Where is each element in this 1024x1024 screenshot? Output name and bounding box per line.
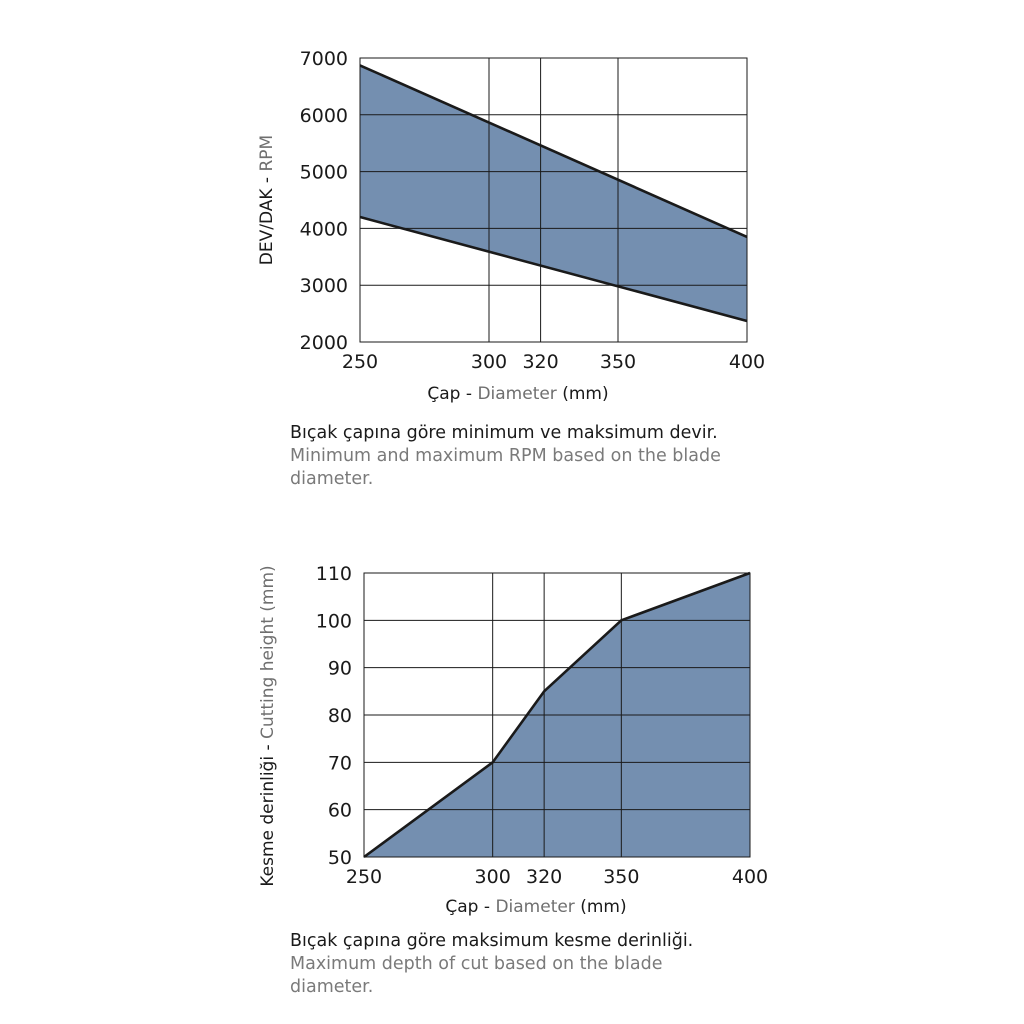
depth-y-tick-label: 50 [328, 847, 352, 869]
rpm-x-tick-label: 400 [729, 351, 765, 373]
depth-y-tick-label: 100 [316, 610, 352, 632]
depth-x-tick-label: 400 [732, 866, 768, 888]
depth-y-tick-label: 60 [328, 800, 352, 822]
depth-caption: Bıçak çapına göre maksimum kesme derinli… [290, 930, 750, 999]
depth-y-tick-label: 70 [328, 752, 352, 774]
rpm-y-tick-label: 7000 [300, 48, 348, 70]
rpm-y-tick-label: 3000 [300, 275, 348, 297]
depth-series-line-1 [363, 571, 751, 859]
depth-y-tick-label: 110 [316, 563, 352, 585]
rpm-x-tick-label: 250 [342, 351, 378, 373]
depth-caption-en: Maximum depth of cut based on the blade … [290, 954, 663, 997]
rpm-x-tick-label: 300 [471, 351, 507, 373]
depth-x-tick-label: 250 [346, 866, 382, 888]
depth-y-tick-label: 90 [328, 658, 352, 680]
depth-plot-frame [363, 572, 751, 858]
depth-x-axis-title: Çap - Diameter (mm) [445, 897, 626, 917]
rpm-x-tick-label: 350 [600, 351, 636, 373]
rpm-x-tick-label: 320 [522, 351, 558, 373]
depth-chart: 50 60 70 80 90 100 110 250 300 320 350 400 Kesme d… [258, 563, 768, 917]
depth-caption-tr: Bıçak çapına göre maksimum kesme derinli… [290, 931, 694, 951]
rpm-y-tick-label: 2000 [300, 332, 348, 354]
depth-y-axis-title: Kesme derinliği - Cutting height (mm) [258, 565, 278, 886]
rpm-y-axis-title: DEV/DAK - RPM [257, 135, 277, 265]
depth-y-tick-label: 80 [328, 705, 352, 727]
rpm-caption-tr: Bıçak çapına göre minimum ve maksimum de… [290, 423, 718, 443]
rpm-caption: Bıçak çapına göre minimum ve maksimum de… [290, 422, 750, 491]
rpm-y-tick-label: 6000 [300, 105, 348, 127]
rpm-area-fill [360, 65, 747, 321]
rpm-plot-frame [359, 57, 748, 343]
rpm-chart: 2000 3000 4000 5000 6000 7000 250 300 320 350 400… [257, 48, 765, 404]
rpm-series-line-1 [359, 64, 748, 239]
depth-x-tick-label: 320 [526, 866, 562, 888]
rpm-caption-en: Minimum and maximum RPM based on the bla… [290, 446, 721, 489]
rpm-y-tick-label: 4000 [300, 218, 348, 240]
depth-x-tick-label: 350 [603, 866, 639, 888]
depth-x-tick-label: 300 [475, 866, 511, 888]
rpm-x-axis-title: Çap - Diameter (mm) [427, 384, 608, 404]
rpm-series-line-2 [359, 215, 748, 323]
rpm-y-tick-label: 5000 [300, 162, 348, 184]
